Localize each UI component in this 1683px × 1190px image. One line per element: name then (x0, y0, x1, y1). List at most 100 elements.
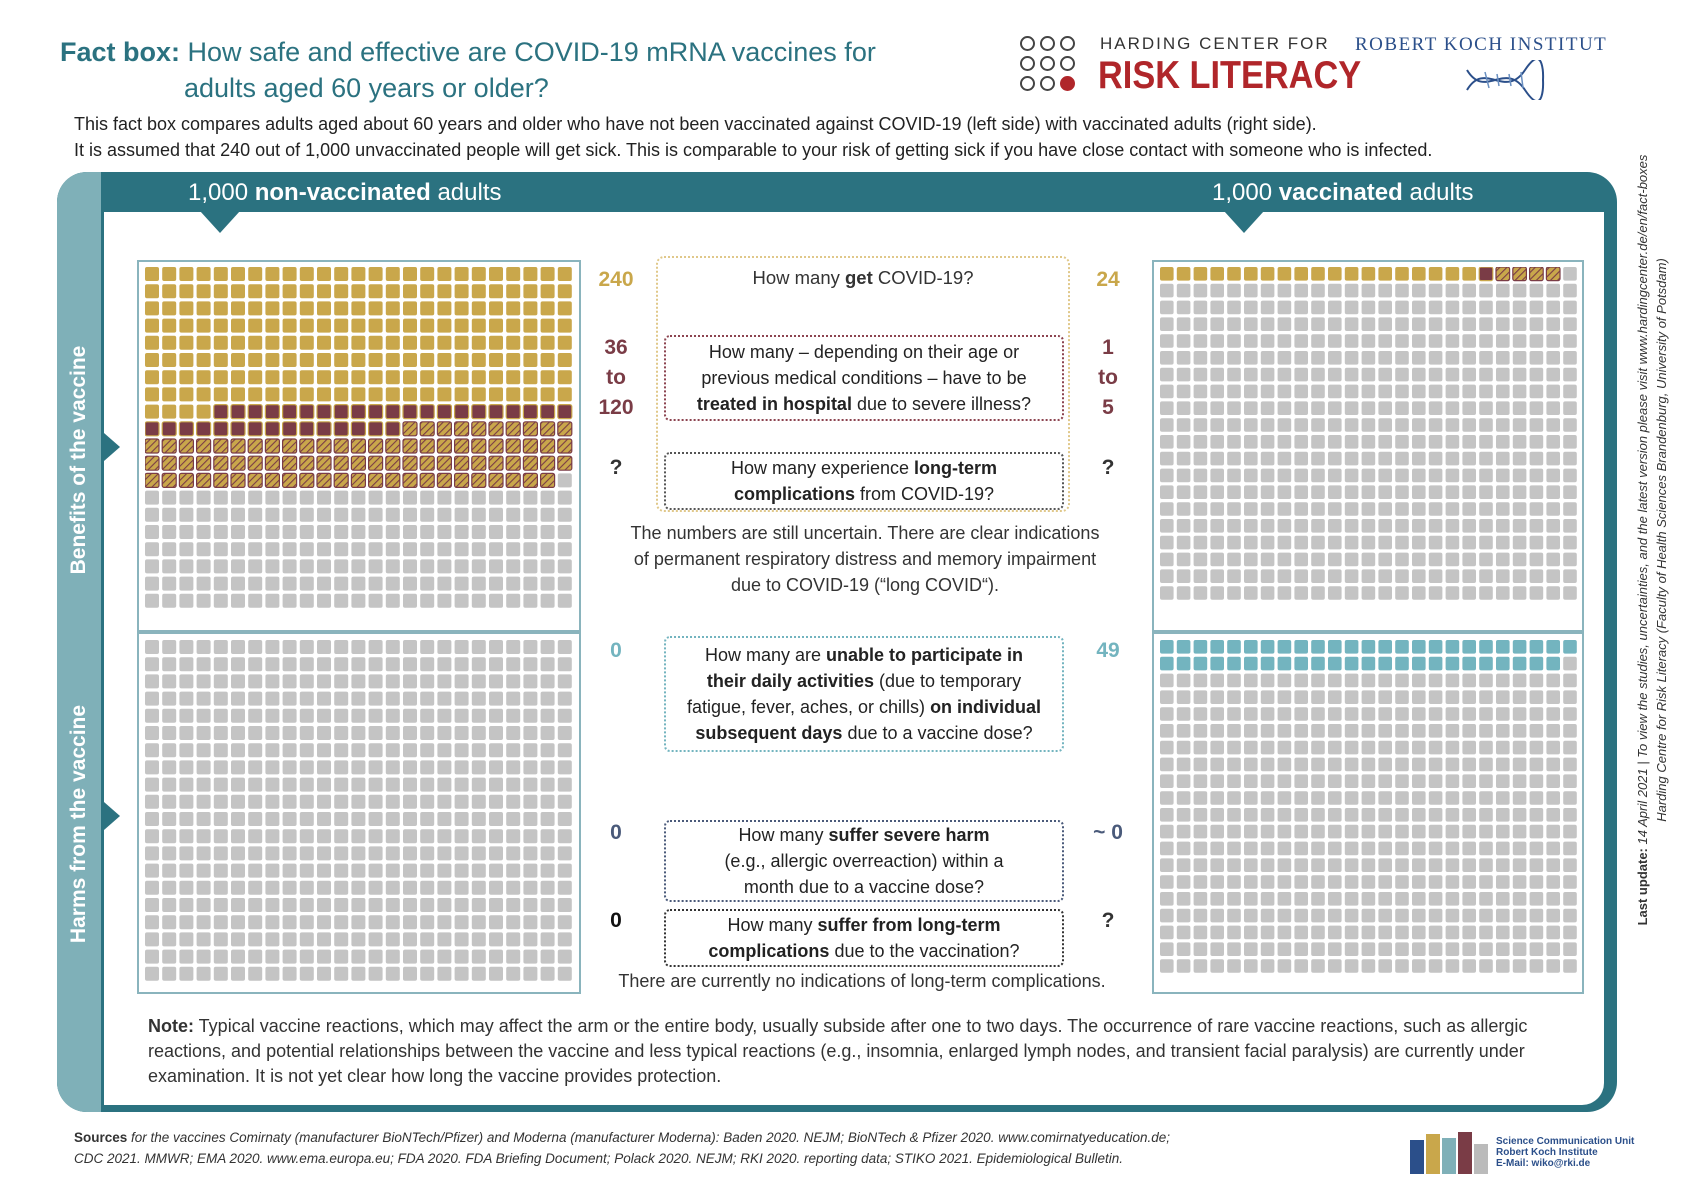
person-icon (1563, 569, 1577, 583)
person-icon (1160, 724, 1174, 738)
person-icon (1344, 942, 1359, 956)
person-icon (1361, 908, 1376, 923)
person-icon (523, 674, 538, 689)
person-icon (489, 542, 503, 557)
person-icon (1328, 875, 1342, 889)
person-icon (1512, 502, 1527, 516)
person-icon (1512, 384, 1527, 399)
person-icon (351, 525, 366, 539)
person-icon (471, 455, 487, 471)
person-icon (540, 915, 555, 930)
person-icon (1428, 351, 1443, 365)
person-icon (1496, 757, 1510, 772)
person-icon (1311, 724, 1325, 738)
person-icon (248, 898, 263, 912)
person-icon (506, 829, 521, 844)
person-icon (454, 525, 469, 539)
person-icon (1529, 435, 1544, 449)
person-icon (436, 421, 452, 437)
person-icon (299, 542, 314, 557)
person-icon (351, 812, 366, 826)
person-icon (1529, 858, 1544, 872)
scu-text: Science Communication Unit Robert Koch I… (1496, 1136, 1634, 1169)
person-icon (1344, 690, 1359, 704)
person-icon (1512, 418, 1527, 432)
person-icon (1311, 317, 1325, 331)
person-icon (1311, 435, 1325, 449)
person-icon (1294, 740, 1308, 755)
person-icon (334, 318, 349, 333)
person-icon (1546, 468, 1560, 483)
person-icon (145, 576, 159, 591)
person-icon (420, 760, 435, 775)
person-icon (385, 691, 400, 706)
person-icon (1529, 892, 1544, 906)
person-icon (1176, 485, 1191, 499)
person-icon (1479, 942, 1493, 956)
person-icon (1512, 334, 1527, 348)
person-icon (1428, 435, 1443, 449)
person-icon (1361, 384, 1376, 399)
person-icon (1193, 841, 1208, 856)
person-icon (1344, 283, 1359, 298)
person-icon (1260, 858, 1275, 872)
person-icon (1395, 959, 1409, 973)
person-icon (489, 284, 503, 299)
person-icon (1479, 707, 1493, 721)
harding-logo-line1: HARDING CENTER FOR (1100, 34, 1330, 53)
person-icon (145, 863, 159, 878)
person-icon (162, 743, 177, 758)
person-icon (454, 846, 469, 861)
person-icon (231, 490, 245, 505)
person-icon (145, 318, 159, 333)
person-icon (506, 507, 521, 522)
person-icon (213, 267, 228, 281)
person-icon (1311, 858, 1325, 872)
person-icon (195, 472, 212, 488)
person-icon (145, 387, 159, 402)
person-icon (1479, 757, 1493, 772)
person-icon (1277, 908, 1292, 923)
person-icon (1311, 875, 1325, 889)
person-icon (265, 640, 280, 654)
person-icon (540, 949, 555, 964)
person-icon (1210, 351, 1224, 365)
person-icon (523, 559, 538, 574)
person-icon (1244, 485, 1258, 499)
person-icon (248, 267, 263, 281)
person-icon (471, 863, 486, 878)
person-icon (1328, 485, 1342, 499)
person-icon (1412, 535, 1426, 550)
person-icon (1563, 875, 1577, 889)
person-icon (265, 576, 280, 591)
person-icon (1496, 300, 1510, 315)
person-icon (299, 267, 314, 281)
person-icon (265, 657, 280, 672)
person-icon (368, 657, 383, 672)
person-icon (1479, 451, 1493, 466)
person-icon (317, 507, 331, 522)
person-icon (1277, 401, 1292, 415)
severe-harm-question: How many suffer severe harm (e.g., aller… (664, 820, 1064, 902)
person-icon (213, 284, 228, 299)
person-icon (403, 846, 417, 861)
person-icon (351, 353, 366, 367)
person-icon (1428, 858, 1443, 872)
person-icon (1412, 959, 1426, 973)
person-icon (454, 863, 469, 878)
person-icon (247, 421, 263, 437)
person-icon (1412, 317, 1426, 331)
person-icon (1361, 640, 1376, 654)
person-icon (1277, 502, 1292, 516)
person-icon (351, 898, 366, 912)
person-icon (1479, 824, 1493, 839)
person-icon (1496, 824, 1510, 839)
person-icon (1277, 690, 1292, 704)
person-icon (1328, 502, 1342, 516)
person-icon (1311, 535, 1325, 550)
person-icon (1260, 925, 1275, 940)
person-icon (1412, 519, 1426, 533)
person-icon (540, 335, 555, 350)
person-icon (1378, 418, 1392, 432)
person-icon (1294, 791, 1308, 805)
